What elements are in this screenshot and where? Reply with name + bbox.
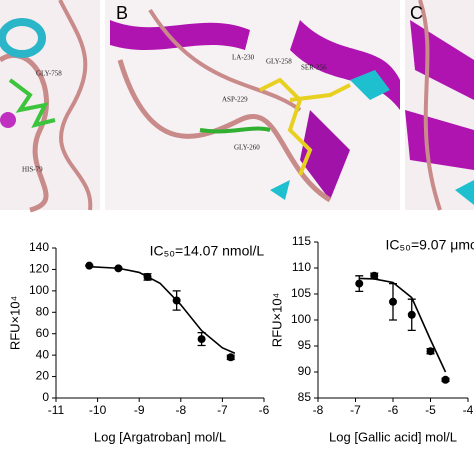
ligand bbox=[259, 77, 351, 176]
x-tick-label: -7 bbox=[350, 403, 361, 417]
y-tick-label: 100 bbox=[291, 312, 311, 326]
helix bbox=[455, 180, 474, 205]
y-tick-label: 40 bbox=[36, 347, 50, 361]
sheet bbox=[300, 110, 350, 200]
y-tick-label: 90 bbox=[298, 364, 312, 378]
data-point bbox=[226, 353, 235, 362]
y-axis-label: RFU×10⁴ bbox=[7, 296, 22, 350]
sheet bbox=[405, 110, 474, 170]
ribbon bbox=[0, 52, 49, 213]
x-tick-label: -11 bbox=[48, 403, 65, 417]
data-point bbox=[114, 264, 123, 273]
panel-label: B bbox=[116, 3, 128, 23]
data-point bbox=[197, 335, 206, 344]
panel-label: C bbox=[410, 3, 423, 23]
residue-label: GLY-758 bbox=[36, 70, 62, 78]
x-tick-label: -9 bbox=[134, 403, 145, 417]
data-point bbox=[441, 375, 450, 384]
residue-label: SER-256 bbox=[301, 64, 327, 72]
y-tick-label: 100 bbox=[29, 283, 49, 297]
data-point bbox=[389, 297, 397, 306]
data-point bbox=[85, 261, 94, 270]
data-point bbox=[172, 296, 181, 305]
structure-panels: B C GLY-758 HIS-79 LA-230 GLY-258 SER-25… bbox=[0, 0, 474, 213]
x-tick-label: -10 bbox=[89, 403, 107, 417]
y-tick-label: 80 bbox=[36, 304, 50, 318]
x-tick-label: -6 bbox=[388, 403, 399, 417]
y-tick-label: 120 bbox=[29, 262, 49, 276]
x-tick-label: -4 bbox=[463, 403, 474, 417]
x-tick-label: -6 bbox=[259, 403, 270, 417]
y-tick-label: 0 bbox=[42, 390, 49, 404]
data-point bbox=[370, 271, 379, 280]
residue-label: ASP-229 bbox=[222, 96, 248, 104]
data-point bbox=[143, 272, 152, 281]
data-point bbox=[426, 347, 435, 356]
fit-curve bbox=[89, 265, 236, 354]
data-point bbox=[407, 310, 416, 319]
x-axis-label: Log [Gallic acid] mol/L bbox=[329, 429, 457, 444]
data-point bbox=[355, 279, 364, 288]
y-tick-label: 95 bbox=[298, 338, 312, 352]
helix bbox=[0, 18, 46, 58]
residue-label: LA-230 bbox=[232, 54, 255, 62]
residue-label: HIS-79 bbox=[22, 166, 43, 174]
y-tick-label: 115 bbox=[292, 234, 311, 248]
fit-curve bbox=[359, 277, 447, 373]
y-tick-label: 105 bbox=[291, 286, 311, 300]
y-tick-label: 85 bbox=[298, 390, 312, 404]
y-tick-label: 20 bbox=[36, 369, 50, 383]
residue-label: GLY-260 bbox=[234, 144, 260, 152]
y-tick-label: 110 bbox=[292, 260, 311, 274]
x-tick-label: -8 bbox=[313, 403, 324, 417]
sheet bbox=[110, 20, 250, 50]
ribbon bbox=[199, 126, 271, 134]
x-axis-label: Log [Argatroban] mol/L bbox=[94, 429, 226, 444]
annotation: IC₅₀=14.07 nmol/L bbox=[150, 243, 265, 259]
helix bbox=[270, 180, 290, 200]
x-tick-label: -7 bbox=[217, 403, 228, 417]
y-axis-label: RFU×10⁴ bbox=[269, 293, 284, 347]
y-tick-label: 60 bbox=[36, 326, 50, 340]
annotation: IC₅₀=9.07 μmol/L bbox=[386, 237, 474, 253]
panel-a bbox=[0, 0, 100, 210]
residue-label: GLY-258 bbox=[266, 58, 292, 66]
ribbon bbox=[418, 0, 442, 211]
y-tick-label: 140 bbox=[29, 240, 49, 254]
ligand bbox=[8, 78, 56, 128]
ribbon bbox=[117, 59, 332, 203]
helix bbox=[350, 70, 390, 100]
atom bbox=[0, 112, 16, 128]
x-tick-label: -5 bbox=[425, 403, 436, 417]
x-tick-label: -8 bbox=[175, 403, 186, 417]
ribbon bbox=[148, 8, 302, 112]
ribbon bbox=[58, 0, 93, 211]
